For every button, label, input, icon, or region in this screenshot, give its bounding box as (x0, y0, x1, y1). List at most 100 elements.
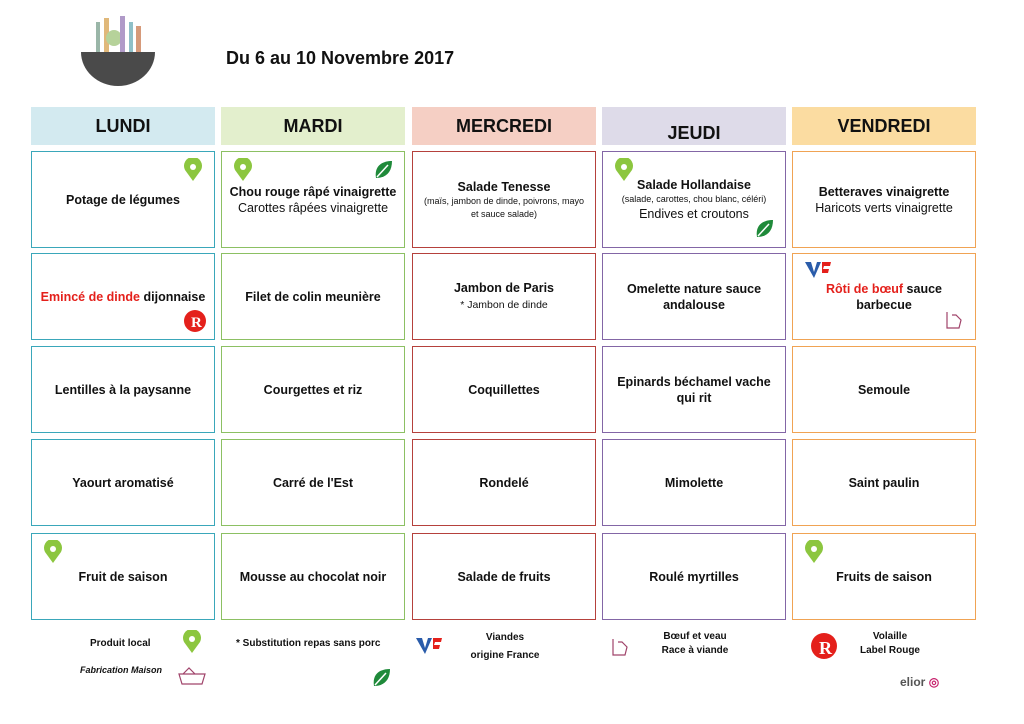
menu-cell: Mousse au chocolat noir (221, 533, 405, 620)
menu-line: * Jambon de dinde (460, 296, 548, 313)
menu-line: Emincé de dinde dijonnaise (41, 289, 206, 305)
legend-viandes-line1: Viandes (485, 632, 525, 643)
menu-text: Saint paulin (848, 475, 920, 490)
fabrication-maison-icon (178, 667, 206, 685)
menu-cell: Fruit de saison (31, 533, 215, 620)
menu-line: Carré de l'Est (273, 475, 353, 491)
menu-line: Jambon de Paris (454, 280, 554, 296)
menu-line: Semoule (858, 382, 910, 398)
menu-line: Yaourt aromatisé (72, 475, 173, 491)
menu-text: Fruits de saison (836, 569, 932, 584)
day-header: JEUDI (602, 107, 786, 145)
menu-text: (maïs, jambon de dinde, poivrons, mayo e… (423, 195, 585, 219)
menu-text: * Jambon de dinde (460, 299, 548, 311)
menu-text: Roulé myrtilles (649, 569, 739, 584)
menu-text: Mousse au chocolat noir (239, 569, 387, 584)
menu-text: (salade, carottes, chou blanc, céléri) (621, 194, 767, 204)
menu-text: Potage de légumes (66, 192, 180, 207)
legend-substitution: * Substitution repas sans porc (236, 638, 381, 649)
legend-local-label: Produit local (90, 638, 151, 649)
menu-cell: Fruits de saison (792, 533, 976, 620)
menu-text: Endives et croutons (639, 207, 749, 221)
menu-text: sauce barbecue (856, 281, 942, 312)
legend-maison-label: Fabrication Maison (80, 665, 163, 675)
menu-line: Rondelé (479, 475, 528, 491)
menu-line: Salade de fruits (457, 569, 550, 585)
svg-text:R: R (191, 315, 202, 331)
menu-text: Betteraves vinaigrette (818, 184, 950, 199)
race-a-viande-icon (943, 309, 965, 333)
leaf-icon (753, 217, 775, 241)
menu-text: Semoule (857, 382, 911, 397)
menu-text: Yaourt aromatisé (72, 475, 174, 490)
menu-text: Mimolette (664, 475, 724, 490)
menu-line: Endives et croutons (639, 206, 749, 222)
menu-cell: Omelette nature sauce andalouse (602, 253, 786, 340)
menu-cell: Epinards béchamel vache qui rit (602, 346, 786, 433)
menu-cell: Salade Hollandaise (salade, carottes, cho… (602, 151, 786, 248)
menu-cell: Lentilles à la paysanne (31, 346, 215, 433)
day-column-mardi: MARDI Chou rouge râpé vinaigrette Carottes… (221, 107, 405, 620)
leaf-icon (373, 669, 390, 686)
logo (78, 14, 158, 88)
menu-line: Mimolette (665, 475, 723, 491)
menu-cell: Jambon de Paris * Jambon de dinde (412, 253, 596, 340)
menu-text: Filet de colin meunière (245, 289, 381, 304)
local-pin-icon (803, 538, 825, 564)
day-header: LUNDI (31, 107, 215, 145)
menu-text: Carré de l'Est (272, 475, 354, 490)
menu-line: Lentilles à la paysanne (55, 382, 191, 398)
day-column-mercredi: MERCREDI Salade Tenesse (maïs, jambon de d… (412, 107, 596, 620)
local-pin-icon (182, 156, 204, 182)
menu-text: Rondelé (479, 475, 529, 490)
menu-text: dijonnaise (140, 289, 206, 304)
menu-cell: Salade de fruits (412, 533, 596, 620)
day-column-vendredi: VENDREDI Betteraves vinaigrette Haricots v… (792, 107, 976, 620)
menu-line: Filet de colin meunière (245, 289, 380, 305)
label-rouge-icon: R (811, 633, 837, 659)
legend-volaille-line2: Label Rouge (859, 645, 920, 656)
menu-cell: Rôti de bœuf sauce barbecue (792, 253, 976, 340)
menu-line: (salade, carottes, chou blanc, céléri) (622, 193, 767, 206)
menu-cell: Betteraves vinaigrette Haricots verts vin… (792, 151, 976, 248)
menu-text: Courgettes et riz (263, 382, 363, 397)
menu-line: Salade Hollandaise (637, 177, 751, 193)
local-pin-icon (183, 630, 201, 653)
menu-text: Jambon de Paris (453, 281, 555, 295)
legend-volaille-line1: Volaille (872, 631, 908, 642)
day-header: MARDI (221, 107, 405, 145)
legend-boeuf: Bœuf et veau Race à viande (655, 630, 735, 658)
elior-logo: elior ◎ (900, 675, 939, 689)
menu-line: Fruits de saison (836, 569, 932, 585)
menu-text: Salade Hollandaise (637, 178, 751, 192)
menu-cell: Emincé de dinde dijonnaise R (31, 253, 215, 340)
menu-line: Epinards béchamel vache qui rit (609, 374, 779, 406)
menu-text: Carottes râpées vinaigrette (237, 200, 389, 215)
day-column-jeudi: JEUDI Salade Hollandaise (salade, carottes… (602, 107, 786, 620)
day-column-lundi: LUNDI Potage de légumes Emincé de dinde di… (31, 107, 215, 620)
svg-text:R: R (819, 638, 833, 658)
local-pin-icon (613, 156, 635, 182)
menu-text: Salade de fruits (457, 569, 551, 584)
menu-text: Omelette nature sauce andalouse (626, 281, 762, 312)
menu-cell: Yaourt aromatisé (31, 439, 215, 526)
menu-line: Courgettes et riz (264, 382, 363, 398)
label-rouge-icon: R (182, 309, 206, 333)
menu-text: Lentilles à la paysanne (54, 382, 192, 397)
menu-line: Salade Tenesse (458, 179, 551, 195)
menu-line: Potage de légumes (66, 192, 180, 208)
menu-line: (maïs, jambon de dinde, poivrons, mayo e… (419, 195, 589, 221)
menu-line: Carottes râpées vinaigrette (238, 200, 388, 216)
legend-boeuf-line2: Race à viande (661, 645, 729, 656)
menu-text: Emincé de dinde (40, 289, 141, 304)
menu-cell: Filet de colin meunière (221, 253, 405, 340)
elior-swirl-icon: ◎ (928, 675, 940, 689)
menu-line: Betteraves vinaigrette (819, 184, 950, 200)
menu-cell: Mimolette (602, 439, 786, 526)
menu-line: Fruit de saison (79, 569, 168, 585)
day-header: VENDREDI (792, 107, 976, 145)
menu-cell: Coquillettes (412, 346, 596, 433)
legend-volaille: Volaille Label Rouge (850, 630, 930, 658)
menu-text: Epinards béchamel vache qui rit (617, 374, 771, 405)
leaf-icon (372, 158, 394, 182)
